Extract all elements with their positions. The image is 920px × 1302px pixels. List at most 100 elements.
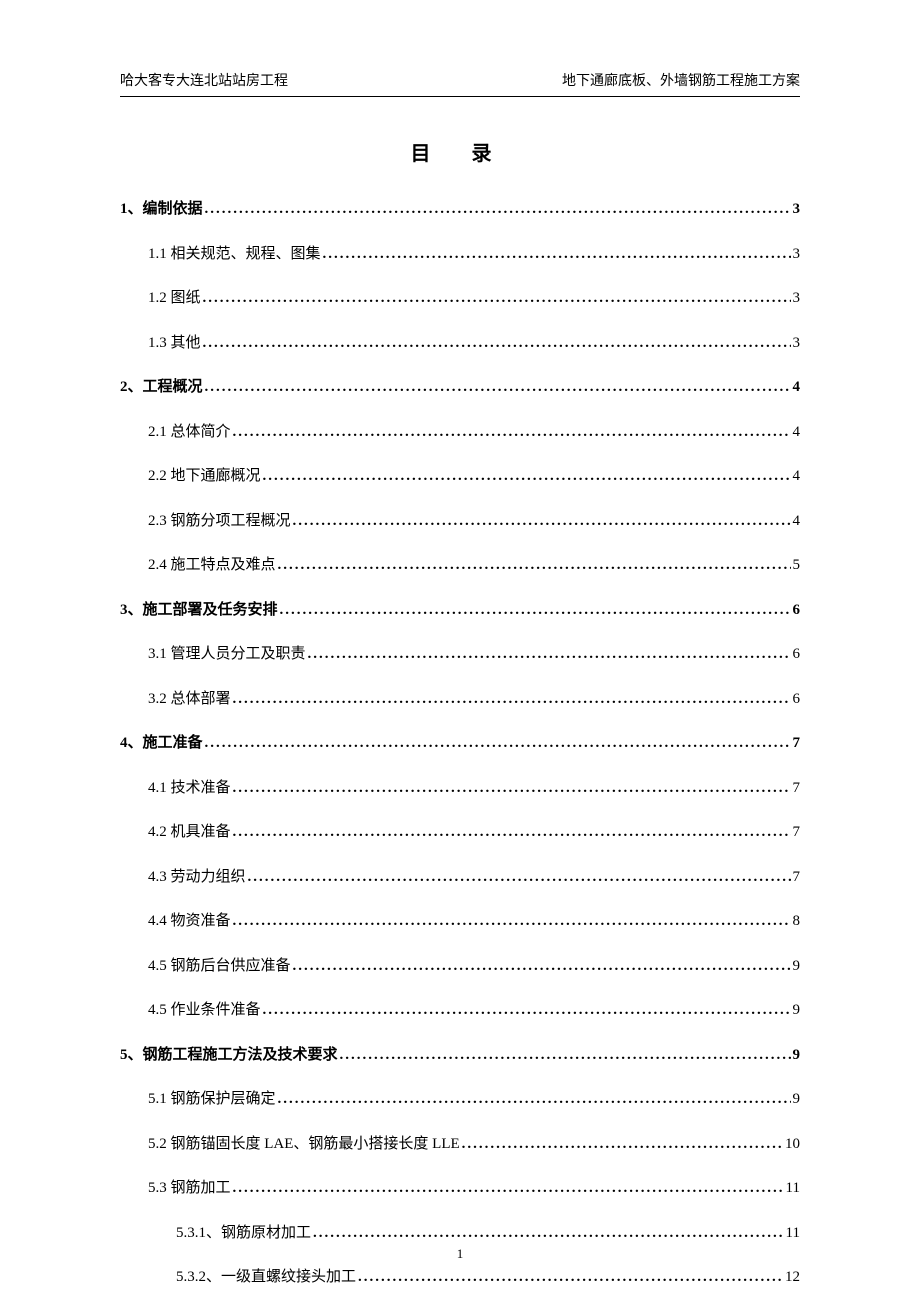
toc-entry-page: 4: [793, 510, 801, 533]
toc-leader-dots: [205, 732, 791, 755]
toc-leader-dots: [462, 1133, 783, 1156]
toc-leader-dots: [263, 465, 791, 488]
toc-entry: 1、编制依据 3: [120, 198, 800, 221]
toc-entry-label: 4、施工准备: [120, 732, 203, 755]
toc-entry-label: 5.3.2、一级直螺纹接头加工: [176, 1266, 356, 1289]
toc-leader-dots: [278, 554, 791, 577]
toc-entry-label: 3.1 管理人员分工及职责: [148, 643, 306, 666]
toc-entry-label: 4.1 技术准备: [148, 777, 231, 800]
toc-entry-label: 5.3.1、钢筋原材加工: [176, 1222, 311, 1245]
page-container: 哈大客专大连北站站房工程 地下通廊底板、外墙钢筋工程施工方案 目 录 1、编制依…: [0, 0, 920, 1302]
toc-entry-page: 3: [793, 243, 801, 266]
toc-leader-dots: [278, 1088, 791, 1111]
toc-entry-page: 7: [793, 777, 801, 800]
toc-leader-dots: [263, 999, 791, 1022]
toc-entry-label: 5.2 钢筋锚固长度 LAE、钢筋最小搭接长度 LLE: [148, 1133, 460, 1156]
toc-entry-label: 5.3 钢筋加工: [148, 1177, 231, 1200]
toc-entry-label: 2.3 钢筋分项工程概况: [148, 510, 291, 533]
toc-entry-label: 4.4 物资准备: [148, 910, 231, 933]
toc-entry-page: 3: [793, 287, 801, 310]
toc-entry: 5.2 钢筋锚固长度 LAE、钢筋最小搭接长度 LLE 10: [148, 1133, 800, 1156]
toc-entry-label: 3.2 总体部署: [148, 688, 231, 711]
toc-entry: 3.2 总体部署 6: [148, 688, 800, 711]
toc-entry-page: 4: [793, 465, 801, 488]
toc-leader-dots: [233, 421, 791, 444]
toc-leader-dots: [233, 910, 791, 933]
toc-entry-page: 5: [793, 554, 801, 577]
toc-leader-dots: [205, 198, 791, 221]
toc-entry-label: 2.4 施工特点及难点: [148, 554, 276, 577]
toc-entry: 1.2 图纸 3: [148, 287, 800, 310]
toc-leader-dots: [293, 955, 791, 978]
header-right: 地下通廊底板、外墙钢筋工程施工方案: [562, 70, 800, 90]
toc-entry-page: 6: [793, 688, 801, 711]
toc-entry-page: 7: [793, 821, 801, 844]
toc-entry-page: 7: [793, 732, 801, 755]
toc-entry-label: 2.2 地下通廊概况: [148, 465, 261, 488]
toc-leader-dots: [233, 821, 791, 844]
toc-leader-dots: [203, 332, 791, 355]
toc-leader-dots: [323, 243, 791, 266]
toc-entry: 2.3 钢筋分项工程概况 4: [148, 510, 800, 533]
toc-entry-label: 4.2 机具准备: [148, 821, 231, 844]
toc-title: 目 录: [120, 137, 800, 166]
toc-leader-dots: [233, 1177, 784, 1200]
toc-entry-label: 5.1 钢筋保护层确定: [148, 1088, 276, 1111]
toc-entry-label: 1、编制依据: [120, 198, 203, 221]
toc-entry-label: 4.5 钢筋后台供应准备: [148, 955, 291, 978]
toc-entry: 2、工程概况 4: [120, 376, 800, 399]
toc-leader-dots: [358, 1266, 783, 1289]
toc-entry: 4.3 劳动力组织7: [148, 866, 800, 889]
toc-entry: 5、钢筋工程施工方法及技术要求 9: [120, 1044, 800, 1067]
toc-entry-page: 10: [785, 1133, 800, 1156]
page-number: 1: [0, 1246, 920, 1262]
toc-entry-page: 8: [793, 910, 801, 933]
toc-leader-dots: [233, 777, 791, 800]
toc-entry: 1.1 相关规范、规程、图集 3: [148, 243, 800, 266]
toc-entry-page: 11: [786, 1222, 800, 1245]
toc-entry: 2.2 地下通廊概况 4: [148, 465, 800, 488]
toc-leader-dots: [205, 376, 791, 399]
toc-entry-label: 1.2 图纸: [148, 287, 201, 310]
toc-entry-page: 9: [793, 955, 801, 978]
toc-entry: 4.5 钢筋后台供应准备 9: [148, 955, 800, 978]
toc-entry: 2.1 总体简介 4: [148, 421, 800, 444]
toc-entry: 5.3 钢筋加工11: [148, 1177, 800, 1200]
toc-entry-label: 4.5 作业条件准备: [148, 999, 261, 1022]
toc-entry: 2.4 施工特点及难点 5: [148, 554, 800, 577]
toc-entry: 4.4 物资准备 8: [148, 910, 800, 933]
running-header: 哈大客专大连北站站房工程 地下通廊底板、外墙钢筋工程施工方案: [120, 70, 800, 97]
toc-leader-dots: [293, 510, 791, 533]
toc-leader-dots: [308, 643, 791, 666]
toc-entry: 4.2 机具准备 7: [148, 821, 800, 844]
toc-entry: 4.1 技术准备 7: [148, 777, 800, 800]
toc-entry: 3、施工部署及任务安排 6: [120, 599, 800, 622]
header-left: 哈大客专大连北站站房工程: [120, 70, 288, 90]
toc-entry-page: 4: [793, 376, 801, 399]
toc-entry: 1.3 其他 3: [148, 332, 800, 355]
toc-leader-dots: [340, 1044, 791, 1067]
toc-entry: 5.1 钢筋保护层确定 9: [148, 1088, 800, 1111]
toc-entry-page: 12: [785, 1266, 800, 1289]
toc-entry-label: 1.3 其他: [148, 332, 201, 355]
toc-entry-label: 1.1 相关规范、规程、图集: [148, 243, 321, 266]
toc-list: 1、编制依据 3 1.1 相关规范、规程、图集 3 1.2 图纸 3 1.3 其他 3 2、工程…: [120, 198, 800, 1289]
toc-leader-dots: [203, 287, 791, 310]
toc-entry-label: 5、钢筋工程施工方法及技术要求: [120, 1044, 338, 1067]
toc-leader-dots: [280, 599, 791, 622]
toc-entry: 4.5 作业条件准备 9: [148, 999, 800, 1022]
toc-entry-page: 4: [793, 421, 801, 444]
toc-entry-page: 6: [793, 599, 801, 622]
toc-entry-page: 9: [793, 1088, 801, 1111]
toc-entry-page: 9: [793, 1044, 801, 1067]
toc-leader-dots: [233, 688, 791, 711]
toc-entry-page: 3: [793, 198, 801, 221]
toc-entry: 3.1 管理人员分工及职责6: [148, 643, 800, 666]
toc-entry-page: 9: [793, 999, 801, 1022]
toc-entry: 5.3.1、钢筋原材加工 11: [176, 1222, 800, 1245]
toc-entry-page: 3: [793, 332, 801, 355]
toc-entry-label: 2.1 总体简介: [148, 421, 231, 444]
toc-entry-label: 2、工程概况: [120, 376, 203, 399]
toc-leader-dots: [248, 866, 791, 889]
toc-entry-label: 3、施工部署及任务安排: [120, 599, 278, 622]
